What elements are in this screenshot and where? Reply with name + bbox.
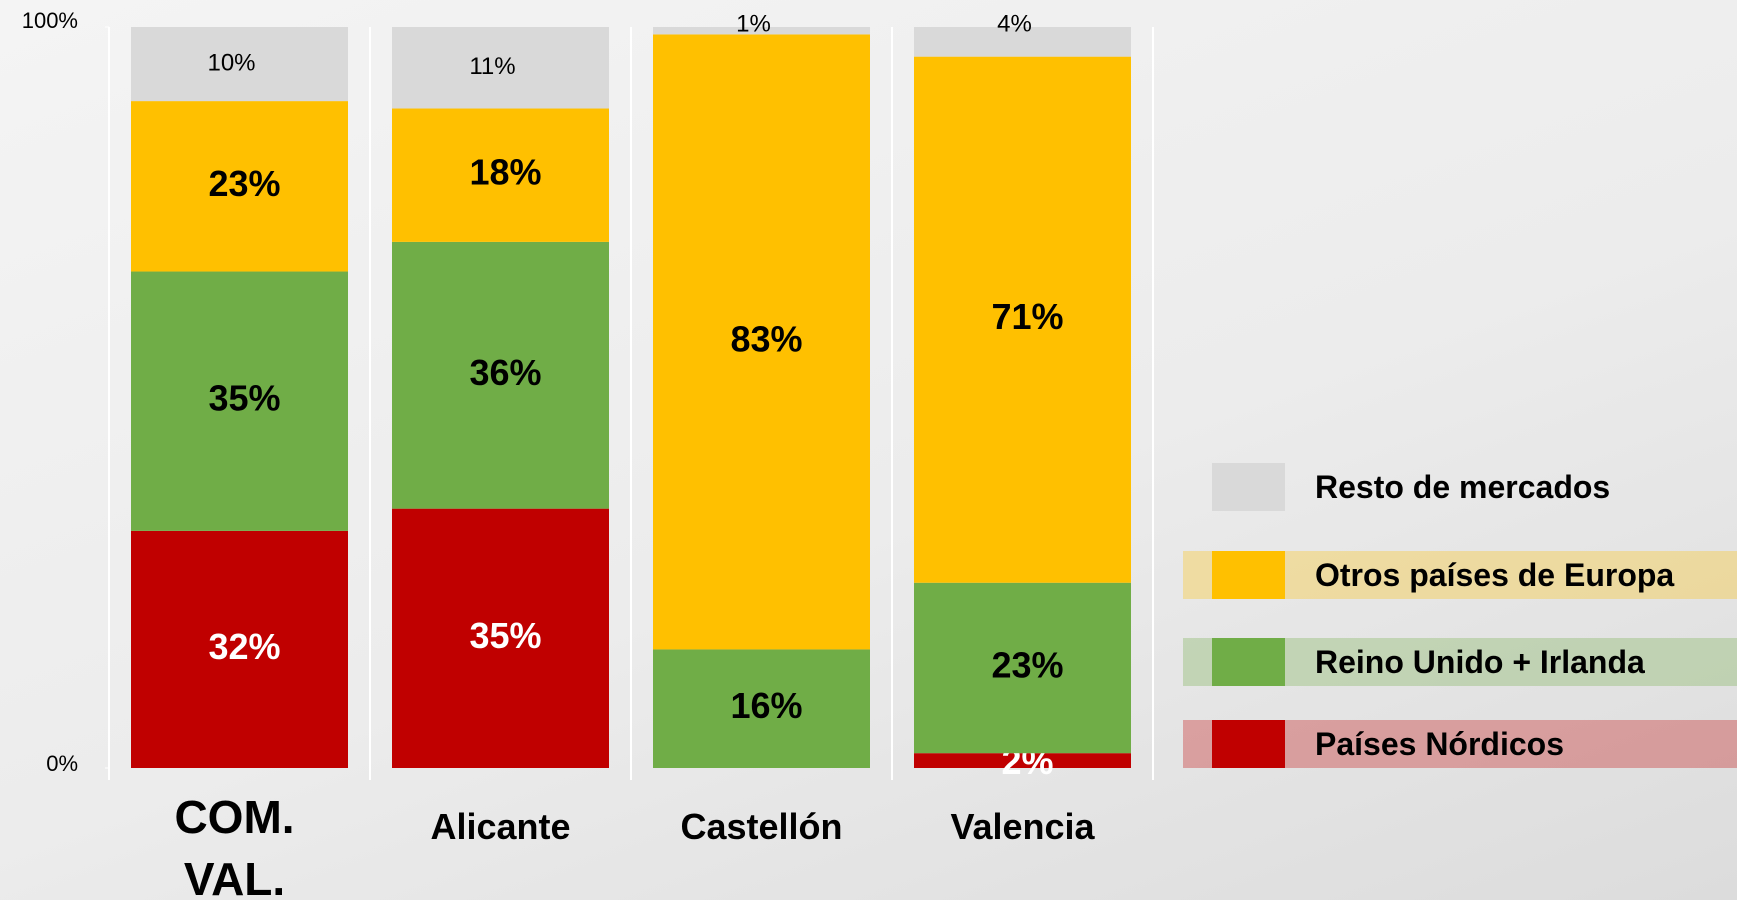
bar-segment — [914, 753, 1131, 768]
legend-swatch — [1212, 720, 1285, 768]
value-label: 16% — [730, 685, 802, 726]
bar-segment — [653, 649, 870, 768]
legend-label: Otros países de Europa — [1315, 557, 1675, 593]
bar-segment — [914, 27, 1131, 57]
value-label: 23% — [208, 163, 280, 204]
y-tick-label: 0% — [46, 751, 78, 776]
bar-segment — [914, 582, 1131, 754]
value-label: 11% — [469, 53, 515, 80]
legend-swatch — [1212, 638, 1285, 686]
value-label: 10% — [207, 49, 255, 76]
legend-label: Reino Unido + Irlanda — [1315, 644, 1645, 680]
value-label: 36% — [469, 352, 541, 393]
x-tick-label: Valencia — [950, 806, 1095, 847]
bar-segment — [131, 101, 348, 272]
legend-item: Reino Unido + Irlanda — [1183, 638, 1737, 686]
value-label: 1% — [736, 10, 771, 37]
legend-item: Países Nórdicos — [1183, 720, 1737, 768]
bar-segment — [392, 241, 609, 509]
bar-segment — [914, 56, 1131, 583]
value-label: 35% — [208, 378, 280, 419]
bar-segment — [392, 508, 609, 768]
value-label: 23% — [991, 644, 1063, 685]
bar-segment — [131, 271, 348, 531]
legend-item: Resto de mercados — [1183, 463, 1737, 511]
x-tick-label: Alicante — [430, 806, 571, 847]
legend-swatch — [1212, 551, 1285, 599]
bar-segment — [653, 34, 870, 650]
x-tick-label: COM. VAL. — [174, 791, 295, 900]
value-label: 4% — [997, 10, 1032, 37]
value-label: 35% — [469, 615, 541, 656]
value-label: 71% — [991, 296, 1063, 337]
bar-segment — [131, 530, 348, 768]
value-label: 83% — [730, 318, 802, 359]
legend-swatch — [1212, 463, 1285, 511]
bar-segment — [392, 108, 609, 242]
value-label: 32% — [208, 626, 280, 667]
bar-segment — [131, 27, 348, 102]
bar-segment — [392, 27, 609, 109]
legend-item: Otros países de Europa — [1183, 551, 1737, 599]
x-tick-label: Castellón — [680, 806, 843, 847]
value-label: 18% — [469, 152, 541, 193]
legend-label: Países Nórdicos — [1315, 726, 1564, 762]
y-tick-label: 100% — [22, 8, 78, 33]
legend-label: Resto de mercados — [1315, 469, 1611, 505]
bar-segment — [653, 27, 870, 35]
